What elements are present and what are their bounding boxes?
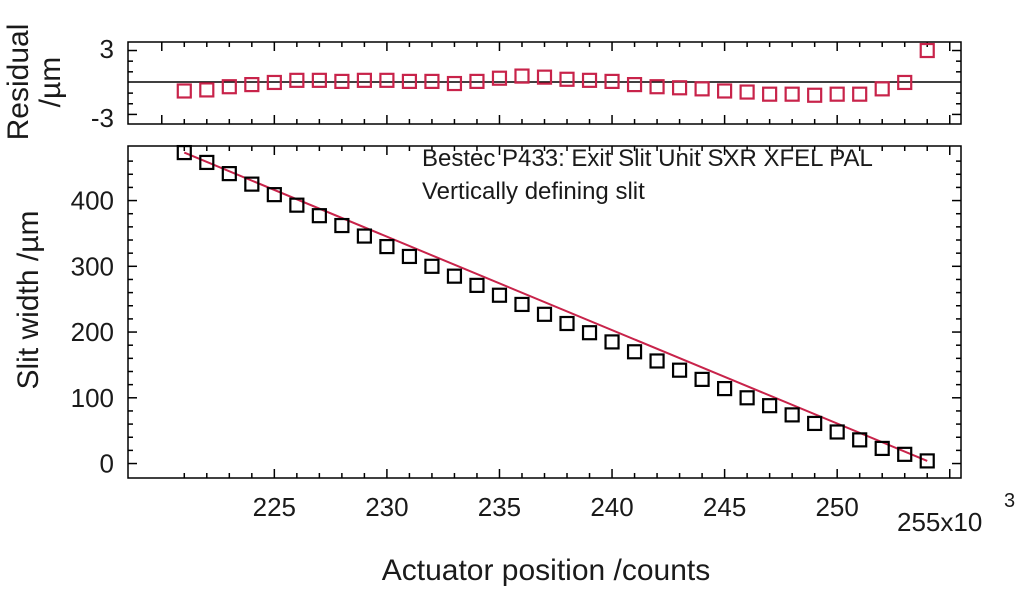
residual-point bbox=[289, 72, 305, 88]
residual-point bbox=[626, 76, 643, 93]
residual-point bbox=[334, 73, 350, 90]
residual-point bbox=[762, 86, 778, 102]
data-point bbox=[581, 325, 598, 341]
residual-ytick-label-3: 3 bbox=[100, 34, 114, 64]
main-points bbox=[176, 144, 935, 469]
data-point bbox=[626, 344, 643, 360]
main-ticks bbox=[128, 146, 961, 478]
data-point bbox=[176, 144, 192, 161]
residual-point bbox=[807, 87, 823, 103]
residual-point bbox=[379, 72, 395, 88]
data-point bbox=[919, 453, 935, 469]
data-point bbox=[424, 258, 440, 274]
data-point bbox=[559, 315, 575, 332]
data-point bbox=[784, 407, 800, 423]
data-point bbox=[897, 446, 913, 462]
data-point bbox=[829, 424, 845, 440]
x-tick-label: 245 bbox=[703, 492, 746, 522]
y-axis-title: Slit width /µm bbox=[12, 211, 45, 390]
y-tick-label: 100 bbox=[71, 383, 114, 413]
data-point bbox=[356, 228, 372, 244]
x-tick-label: 235 bbox=[478, 492, 521, 522]
data-point bbox=[762, 398, 778, 414]
residual-point bbox=[717, 83, 733, 99]
residual-point bbox=[401, 73, 418, 90]
x-axis-title: Actuator position /counts bbox=[382, 554, 711, 587]
residual-point bbox=[694, 81, 710, 97]
y-tick-label: 0 bbox=[100, 449, 114, 479]
residual-point bbox=[244, 76, 260, 93]
residual-point bbox=[784, 86, 800, 102]
residual-point bbox=[221, 79, 237, 95]
residual-point bbox=[604, 73, 620, 90]
residual-point bbox=[424, 73, 440, 90]
residual-point bbox=[311, 72, 327, 88]
data-point bbox=[717, 380, 733, 397]
residual-point bbox=[514, 68, 530, 84]
data-point bbox=[199, 154, 215, 171]
data-point bbox=[401, 248, 418, 265]
data-point bbox=[289, 197, 305, 213]
x-multiplier-exponent: 3 bbox=[1004, 490, 1015, 512]
residual-point bbox=[446, 75, 463, 92]
residual-points bbox=[176, 42, 935, 103]
residual-point bbox=[852, 86, 868, 102]
residual-ytick-label-neg3: -3 bbox=[91, 103, 114, 133]
y-tick-labels: 0 100 200 300 400 bbox=[71, 186, 114, 479]
residual-point bbox=[559, 71, 575, 87]
residual-point bbox=[671, 80, 688, 96]
residual-point bbox=[874, 81, 890, 97]
x-tick-labels: 225 230 235 240 245 250 bbox=[253, 492, 859, 522]
residual-point bbox=[536, 69, 553, 85]
y-tick-label: 200 bbox=[71, 317, 114, 347]
residual-ticks bbox=[128, 42, 961, 124]
data-point bbox=[536, 306, 553, 322]
data-point bbox=[694, 371, 710, 387]
residual-point bbox=[739, 84, 755, 100]
residual-point bbox=[176, 83, 192, 99]
residual-point bbox=[829, 86, 845, 102]
residual-point bbox=[491, 70, 508, 86]
data-point bbox=[221, 166, 237, 182]
residual-panel: 3 -3 Residual/µm bbox=[2, 24, 962, 141]
data-point bbox=[379, 238, 395, 255]
residual-point bbox=[919, 42, 935, 59]
data-point bbox=[311, 208, 327, 224]
data-point bbox=[671, 362, 688, 378]
x-tick-label: 250 bbox=[815, 492, 858, 522]
residual-axis-title: Residual/µm bbox=[2, 24, 67, 141]
y-tick-label: 300 bbox=[71, 251, 114, 281]
residual-point bbox=[356, 72, 372, 88]
y-tick-label: 400 bbox=[71, 186, 114, 216]
x-tick-label: 240 bbox=[590, 492, 633, 522]
data-point bbox=[334, 217, 350, 234]
x-tick-label: 230 bbox=[365, 492, 408, 522]
data-point bbox=[739, 390, 755, 406]
data-point bbox=[446, 268, 463, 284]
residual-point bbox=[649, 79, 665, 95]
data-point bbox=[852, 432, 868, 448]
annotation-title: Bestec P433: Exit Slit Unit SXR XFEL PAL bbox=[422, 145, 873, 172]
data-point bbox=[469, 277, 485, 293]
residual-point bbox=[897, 74, 913, 91]
residual-point bbox=[469, 73, 485, 90]
data-point bbox=[514, 296, 530, 313]
x-tick-label: 225 bbox=[253, 492, 296, 522]
linear-fit-line bbox=[183, 151, 928, 462]
residual-point bbox=[199, 82, 215, 98]
data-point bbox=[874, 440, 890, 457]
data-point bbox=[491, 287, 508, 303]
data-point bbox=[649, 353, 665, 369]
data-point bbox=[807, 415, 823, 432]
residual-point bbox=[581, 72, 598, 88]
data-point bbox=[604, 334, 620, 350]
x-multiplier-label: 255x10 bbox=[897, 507, 982, 537]
data-point bbox=[266, 187, 282, 203]
data-point bbox=[244, 176, 260, 192]
annotation-subtitle: Vertically defining slit bbox=[422, 178, 645, 205]
residual-point bbox=[266, 74, 282, 91]
